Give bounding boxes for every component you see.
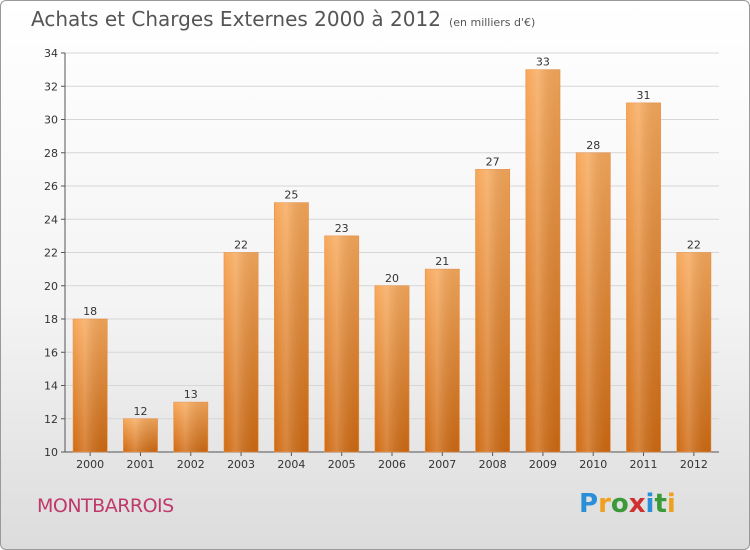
logo-letter: P xyxy=(579,489,599,519)
place-name: MONTBARROIS xyxy=(37,495,174,517)
logo-letter: o xyxy=(610,489,629,519)
y-tick-label: 20 xyxy=(44,280,58,293)
y-tick-label: 26 xyxy=(44,180,58,193)
x-tick-label: 2006 xyxy=(378,458,406,471)
bar-value-label: 22 xyxy=(687,239,701,252)
bars xyxy=(72,69,712,453)
bar-value-label: 28 xyxy=(586,139,600,152)
x-tick-label: 2001 xyxy=(126,458,154,471)
logo-letter: i xyxy=(645,489,655,519)
bar-shine xyxy=(73,319,108,452)
axes: 10 12 14 16 18 20 22 24 26 28 30 32 34 2000 2001 2002 20… xyxy=(44,47,719,471)
y-tick-label: 24 xyxy=(44,213,58,226)
x-tick-label: 2000 xyxy=(76,458,104,471)
chart-title: Achats et Charges Externes 2000 à 2012 (e… xyxy=(31,7,535,31)
bar-value-label: 25 xyxy=(284,189,298,202)
x-tick-label: 2005 xyxy=(328,458,356,471)
bar-shine xyxy=(324,235,359,452)
bar-value-label: 33 xyxy=(536,56,550,69)
logo-letter: t xyxy=(654,489,667,519)
bar-shine xyxy=(626,102,661,452)
y-tick-label: 10 xyxy=(44,446,58,459)
x-tick-label: 2009 xyxy=(529,458,557,471)
bar-shine xyxy=(525,69,561,452)
y-tick-label: 32 xyxy=(44,80,58,93)
x-tick-label: 2012 xyxy=(680,458,708,471)
bar-shine xyxy=(374,285,410,452)
bar-shine xyxy=(123,418,158,452)
x-tick-label: 2007 xyxy=(428,458,456,471)
proxiti-logo: Proxiti xyxy=(579,489,676,519)
bar-value-label: 22 xyxy=(234,239,248,252)
y-tick-label: 14 xyxy=(44,380,58,393)
bar-value-label: 18 xyxy=(83,305,97,318)
bar-shine xyxy=(425,269,460,452)
bar-value-label: 21 xyxy=(435,255,449,268)
bar-shine xyxy=(274,202,309,452)
bar-value-label: 27 xyxy=(486,155,500,168)
bar-value-label: 13 xyxy=(184,388,198,401)
chart-title-text: Achats et Charges Externes 2000 à 2012 xyxy=(31,7,441,31)
bar-value-label: 23 xyxy=(335,222,349,235)
y-tick-label: 28 xyxy=(44,147,58,160)
bar-shine xyxy=(475,169,510,452)
x-tick-label: 2011 xyxy=(630,458,658,471)
bar-shine xyxy=(576,152,611,452)
x-tick-label: 2002 xyxy=(177,458,205,471)
bar-value-label: 31 xyxy=(637,89,651,102)
bar-value-label: 20 xyxy=(385,272,399,285)
x-tick-label: 2004 xyxy=(277,458,305,471)
chart-subtitle: (en milliers d'€) xyxy=(448,16,536,29)
logo-letter: x xyxy=(628,489,646,519)
bar-shine xyxy=(173,402,208,452)
y-tick-label: 30 xyxy=(44,114,58,127)
bar-value-label: 12 xyxy=(133,405,147,418)
logo-letter: i xyxy=(666,489,676,519)
y-tick-label: 16 xyxy=(44,346,58,359)
logo-letter: r xyxy=(598,489,611,519)
bar-shine xyxy=(676,252,711,452)
labels: 18 12 13 22 25 23 20 21 27 33 28 31 22 xyxy=(83,56,701,418)
y-tick-label: 22 xyxy=(44,247,58,260)
x-tick-label: 2003 xyxy=(227,458,255,471)
x-tick-label: 2008 xyxy=(479,458,507,471)
y-tick-label: 12 xyxy=(44,413,58,426)
x-tick-label: 2010 xyxy=(579,458,607,471)
bar-shine xyxy=(223,252,259,452)
y-tick-label: 18 xyxy=(44,313,58,326)
y-tick-label: 34 xyxy=(44,47,58,60)
